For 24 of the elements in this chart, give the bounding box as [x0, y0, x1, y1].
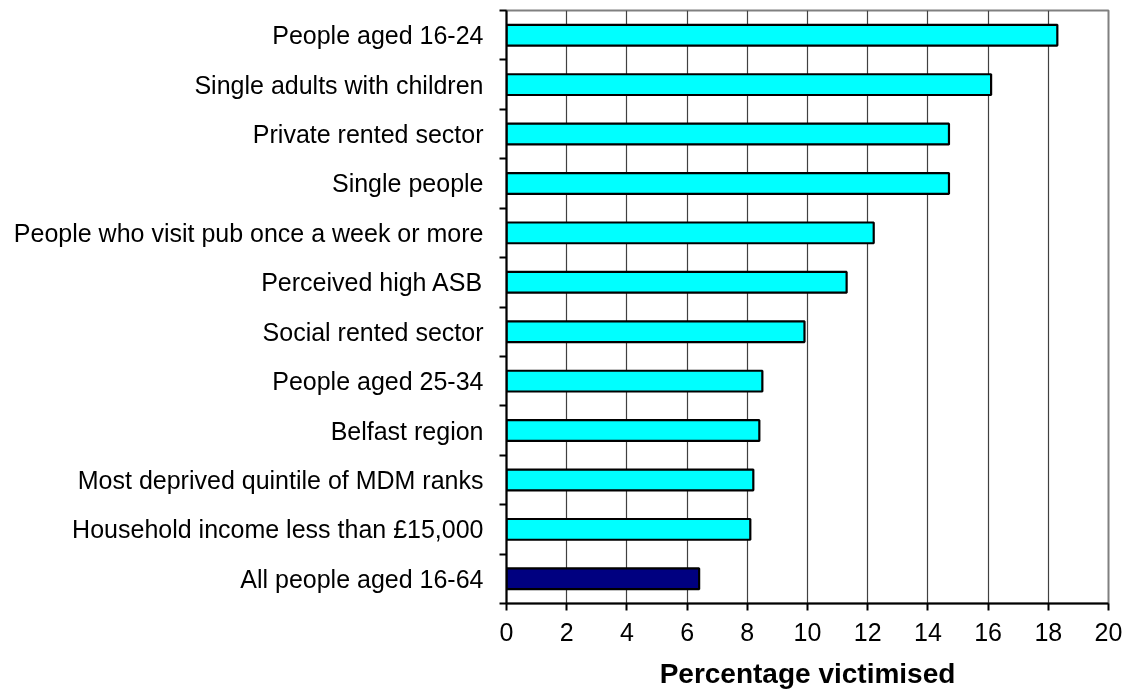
x-tick-label: 12 [853, 617, 882, 646]
x-tick-label: 18 [1034, 617, 1063, 646]
y-tick-label: Perceived high ASB [261, 268, 483, 297]
x-tick-label: 6 [680, 617, 695, 646]
y-tick-label: Belfast region [330, 416, 484, 445]
x-tick-label: 10 [793, 617, 822, 646]
x-tick-label: 0 [499, 617, 514, 646]
x-tick-label: 8 [740, 617, 755, 646]
y-tick-label: Household income less than £15,000 [72, 515, 484, 544]
x-tick-label: 16 [974, 617, 1003, 646]
y-tick-label: Private rented sector [252, 120, 484, 149]
x-axis-title: Percentage victimised [659, 657, 956, 689]
x-tick-label: 2 [559, 617, 574, 646]
y-tick-label: All people aged 16-64 [240, 564, 484, 593]
y-tick-label: Single people [331, 169, 484, 198]
y-tick-label: People aged 25-34 [272, 367, 484, 396]
y-tick-label: Social rented sector [262, 317, 484, 346]
y-tick-label: Single adults with children [194, 70, 484, 99]
y-tick-label: People aged 16-24 [272, 21, 484, 50]
y-tick-label: Most deprived quintile of MDM ranks [77, 465, 484, 494]
y-tick-label: People who visit pub once a week or more [13, 218, 484, 247]
x-tick-label: 20 [1094, 617, 1123, 646]
x-tick-label: 4 [619, 617, 634, 646]
x-tick-label: 14 [914, 617, 942, 646]
